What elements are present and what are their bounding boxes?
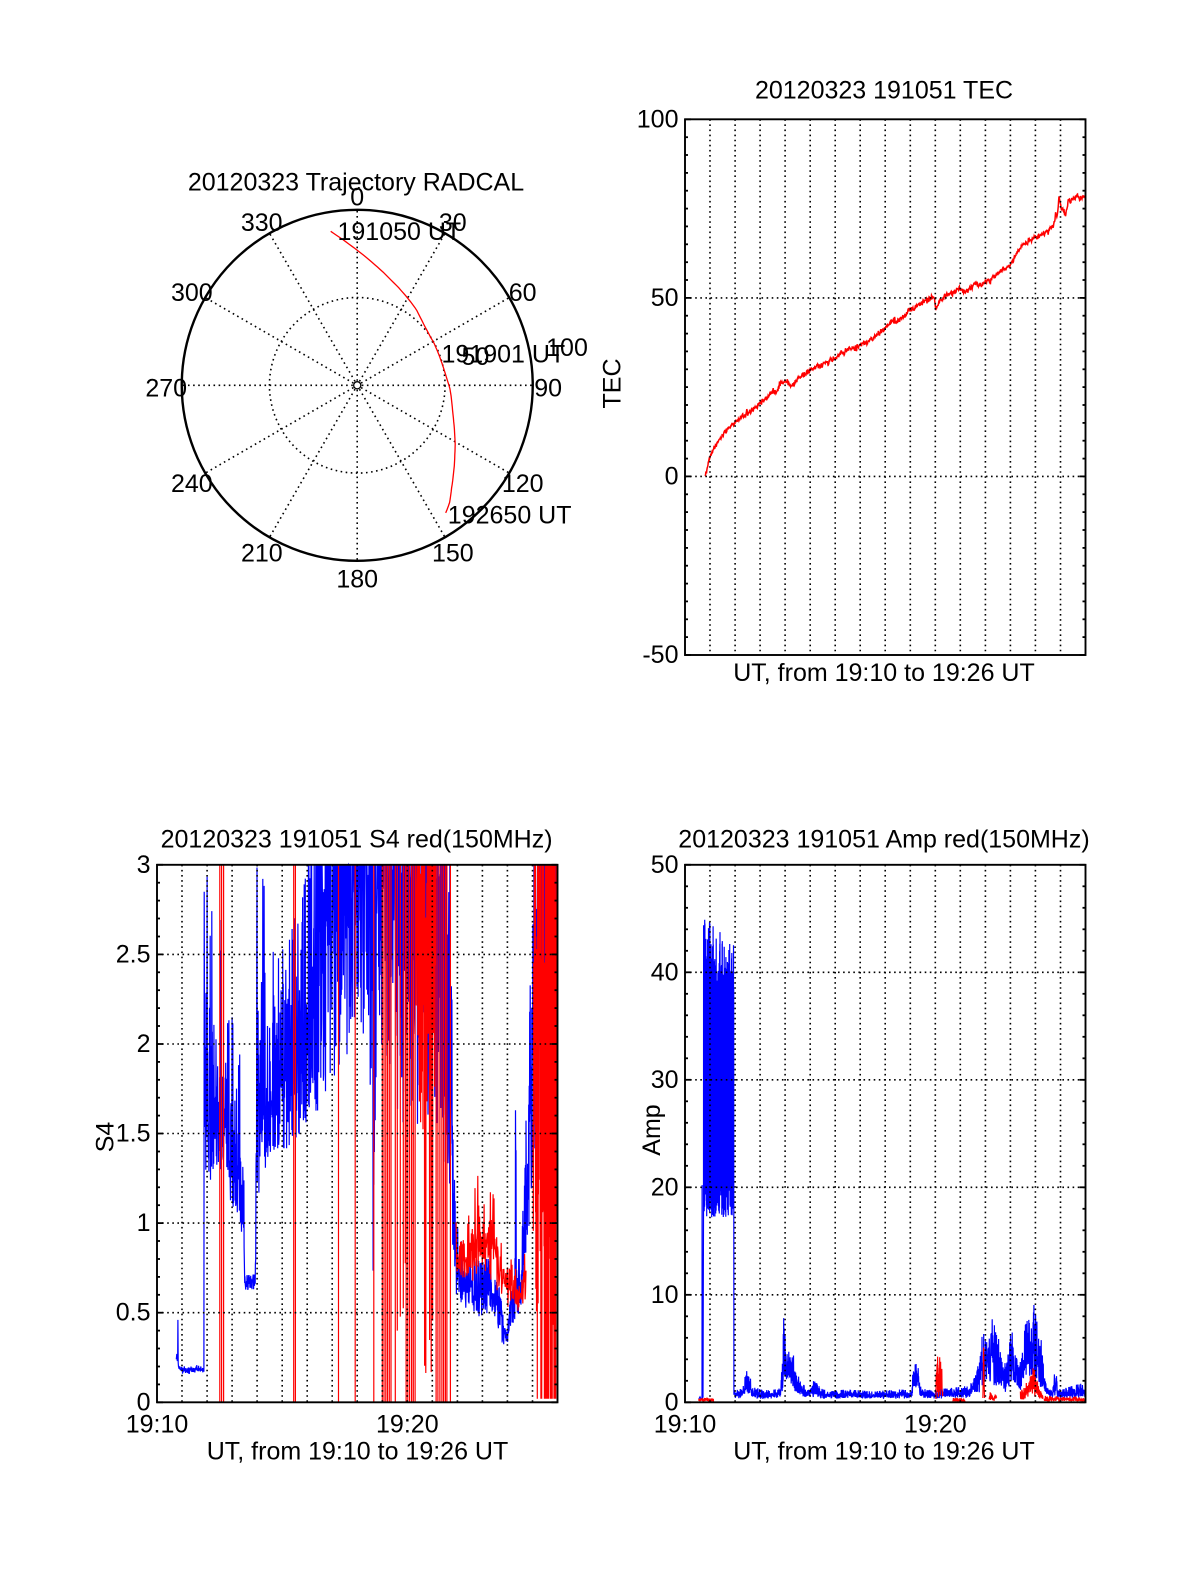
svg-text:100: 100 [637,105,679,133]
svg-text:30: 30 [651,1066,679,1094]
svg-text:191901 UT: 191901 UT [442,340,566,368]
svg-text:10: 10 [651,1281,679,1309]
svg-text:191050 UT: 191050 UT [338,218,462,246]
svg-text:S4: S4 [92,1122,120,1153]
svg-text:20120323 191051 Amp red(150MHz: 20120323 191051 Amp red(150MHz) [678,826,1089,854]
svg-text:UT, from 19:10 to 19:26 UT: UT, from 19:10 to 19:26 UT [733,659,1035,687]
svg-text:300: 300 [171,279,213,307]
svg-text:60: 60 [509,279,537,307]
svg-text:3: 3 [137,851,151,879]
svg-text:100: 100 [546,334,588,362]
svg-text:180: 180 [336,565,378,593]
svg-text:20120323 191051 S4 red(150MHz): 20120323 191051 S4 red(150MHz) [161,826,553,854]
svg-text:50: 50 [651,851,679,879]
svg-text:19:10: 19:10 [654,1411,717,1439]
svg-text:240: 240 [171,470,213,498]
svg-text:90: 90 [534,374,562,402]
svg-text:TEC: TEC [599,359,627,409]
svg-text:270: 270 [145,374,187,402]
svg-text:210: 210 [241,540,283,568]
svg-text:50: 50 [651,284,679,312]
svg-text:192650 UT: 192650 UT [448,501,572,529]
svg-text:2.5: 2.5 [116,940,151,968]
svg-text:UT, from 19:10 to 19:26 UT: UT, from 19:10 to 19:26 UT [207,1438,509,1466]
svg-text:0: 0 [665,462,679,490]
svg-text:1: 1 [137,1209,151,1237]
svg-text:1.5: 1.5 [116,1120,151,1148]
svg-text:0: 0 [665,1388,679,1416]
svg-text:120: 120 [502,470,544,498]
svg-text:150: 150 [432,540,474,568]
svg-text:20120323 191051 TEC: 20120323 191051 TEC [755,77,1013,105]
svg-text:-50: -50 [642,641,678,669]
svg-text:19:20: 19:20 [376,1411,439,1439]
svg-text:0: 0 [350,183,364,211]
svg-text:50: 50 [461,343,489,371]
svg-text:40: 40 [651,958,679,986]
svg-text:19:10: 19:10 [126,1411,189,1439]
svg-text:0: 0 [137,1388,151,1416]
svg-text:19:20: 19:20 [904,1411,967,1439]
svg-text:330: 330 [241,209,283,237]
svg-text:0.5: 0.5 [116,1299,151,1327]
svg-text:20120323 Trajectory RADCAL: 20120323 Trajectory RADCAL [188,169,524,197]
svg-text:30: 30 [439,209,467,237]
svg-text:Amp: Amp [638,1104,666,1155]
svg-text:20: 20 [651,1173,679,1201]
svg-text:2: 2 [137,1030,151,1058]
svg-text:UT, from 19:10 to 19:26 UT: UT, from 19:10 to 19:26 UT [733,1438,1035,1466]
